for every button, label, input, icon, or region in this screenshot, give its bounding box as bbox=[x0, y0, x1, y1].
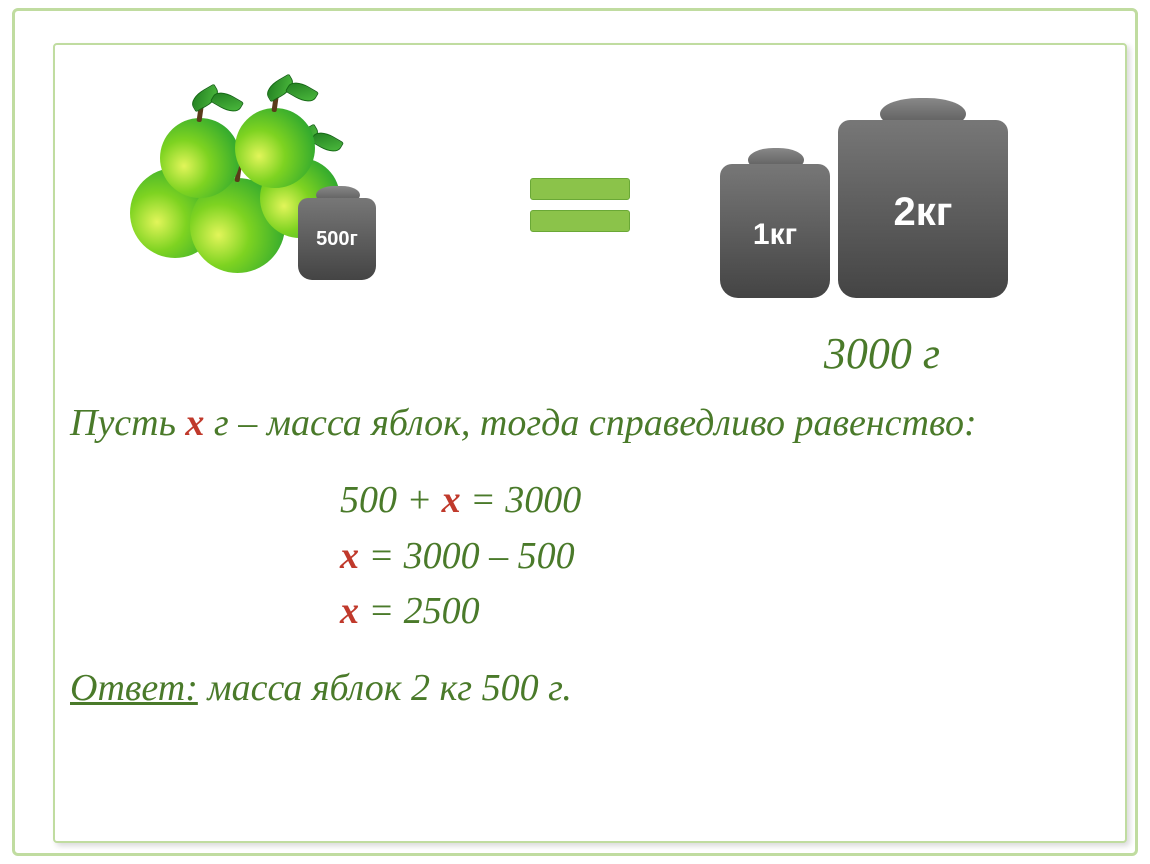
weight-500g: 500г bbox=[298, 186, 376, 280]
eq3-post: = 2500 bbox=[359, 590, 480, 632]
weight-1kg: 1кг bbox=[720, 148, 830, 298]
variable-x: х bbox=[340, 590, 359, 632]
equation-1: 500 + х = 3000 bbox=[340, 475, 1070, 526]
answer-label: Ответ: bbox=[70, 667, 198, 709]
answer-line: Ответ: масса яблок 2 кг 500 г. bbox=[70, 663, 1070, 714]
intro-pre: Пусть bbox=[70, 402, 185, 444]
right-weights-group: 2кг 1кг bbox=[720, 78, 1030, 298]
equation-3: х = 2500 bbox=[340, 586, 1070, 637]
variable-x: х bbox=[185, 402, 204, 444]
variable-x: х bbox=[340, 535, 359, 577]
solution-text: Пусть х г – масса яблок, тогда справедли… bbox=[70, 398, 1070, 714]
apple-icon bbox=[160, 118, 240, 198]
equation-2: х = 3000 – 500 bbox=[340, 531, 1070, 582]
equals-icon bbox=[530, 168, 630, 242]
sum-total: 3000 г bbox=[60, 328, 1090, 379]
balance-diagram: 500г 2кг 1кг bbox=[60, 48, 1090, 308]
eq2-post: = 3000 – 500 bbox=[359, 535, 575, 577]
weight-2kg-label: 2кг bbox=[838, 190, 1008, 235]
weight-500g-label: 500г bbox=[298, 228, 376, 251]
intro-line: Пусть х г – масса яблок, тогда справедли… bbox=[70, 398, 1070, 449]
variable-x: х bbox=[442, 479, 461, 521]
eq1-post: = 3000 bbox=[461, 479, 582, 521]
slide-content: 500г 2кг 1кг 3000 г Пусть х г – масса яб… bbox=[60, 48, 1090, 816]
apples-group: 500г bbox=[130, 58, 410, 278]
apple-icon bbox=[235, 108, 315, 188]
weight-1kg-label: 1кг bbox=[720, 218, 830, 252]
weight-2kg: 2кг bbox=[838, 98, 1008, 298]
answer-text: масса яблок 2 кг 500 г. bbox=[198, 667, 572, 709]
equations-block: 500 + х = 3000 х = 3000 – 500 х = 2500 bbox=[340, 475, 1070, 637]
eq1-pre: 500 + bbox=[340, 479, 442, 521]
intro-post: г – масса яблок, тогда справедливо равен… bbox=[204, 402, 976, 444]
